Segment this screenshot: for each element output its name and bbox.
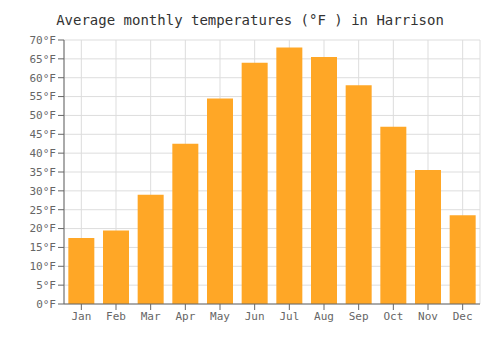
svg-text:5°F: 5°F xyxy=(36,279,56,292)
svg-text:Jan: Jan xyxy=(71,310,91,323)
svg-text:May: May xyxy=(210,310,230,323)
svg-text:25°F: 25°F xyxy=(30,204,57,217)
svg-text:65°F: 65°F xyxy=(30,53,57,66)
svg-text:Jul: Jul xyxy=(279,310,299,323)
svg-text:20°F: 20°F xyxy=(30,222,57,235)
svg-text:Nov: Nov xyxy=(418,310,438,323)
svg-text:0°F: 0°F xyxy=(36,298,56,311)
svg-text:15°F: 15°F xyxy=(30,241,57,254)
svg-text:Dec: Dec xyxy=(453,310,473,323)
svg-text:45°F: 45°F xyxy=(30,128,57,141)
svg-text:Aug: Aug xyxy=(314,310,334,323)
svg-text:Feb: Feb xyxy=(106,310,126,323)
svg-text:30°F: 30°F xyxy=(30,185,57,198)
svg-text:55°F: 55°F xyxy=(30,90,57,103)
svg-text:Mar: Mar xyxy=(141,310,161,323)
svg-text:35°F: 35°F xyxy=(30,166,57,179)
svg-text:Apr: Apr xyxy=(175,310,195,323)
svg-text:Oct: Oct xyxy=(383,310,403,323)
html-text:Average monthly temperatures (: Average monthly temperatures (°F ) in Ha… xyxy=(56,12,444,28)
svg-text:70°F: 70°F xyxy=(30,34,57,47)
svg-text:10°F: 10°F xyxy=(30,260,57,273)
svg-text:Sep: Sep xyxy=(349,310,369,323)
svg-text:40°F: 40°F xyxy=(30,147,57,160)
svg-text:50°F: 50°F xyxy=(30,109,57,122)
svg-text:60°F: 60°F xyxy=(30,72,57,85)
svg-text:Jun: Jun xyxy=(245,310,265,323)
